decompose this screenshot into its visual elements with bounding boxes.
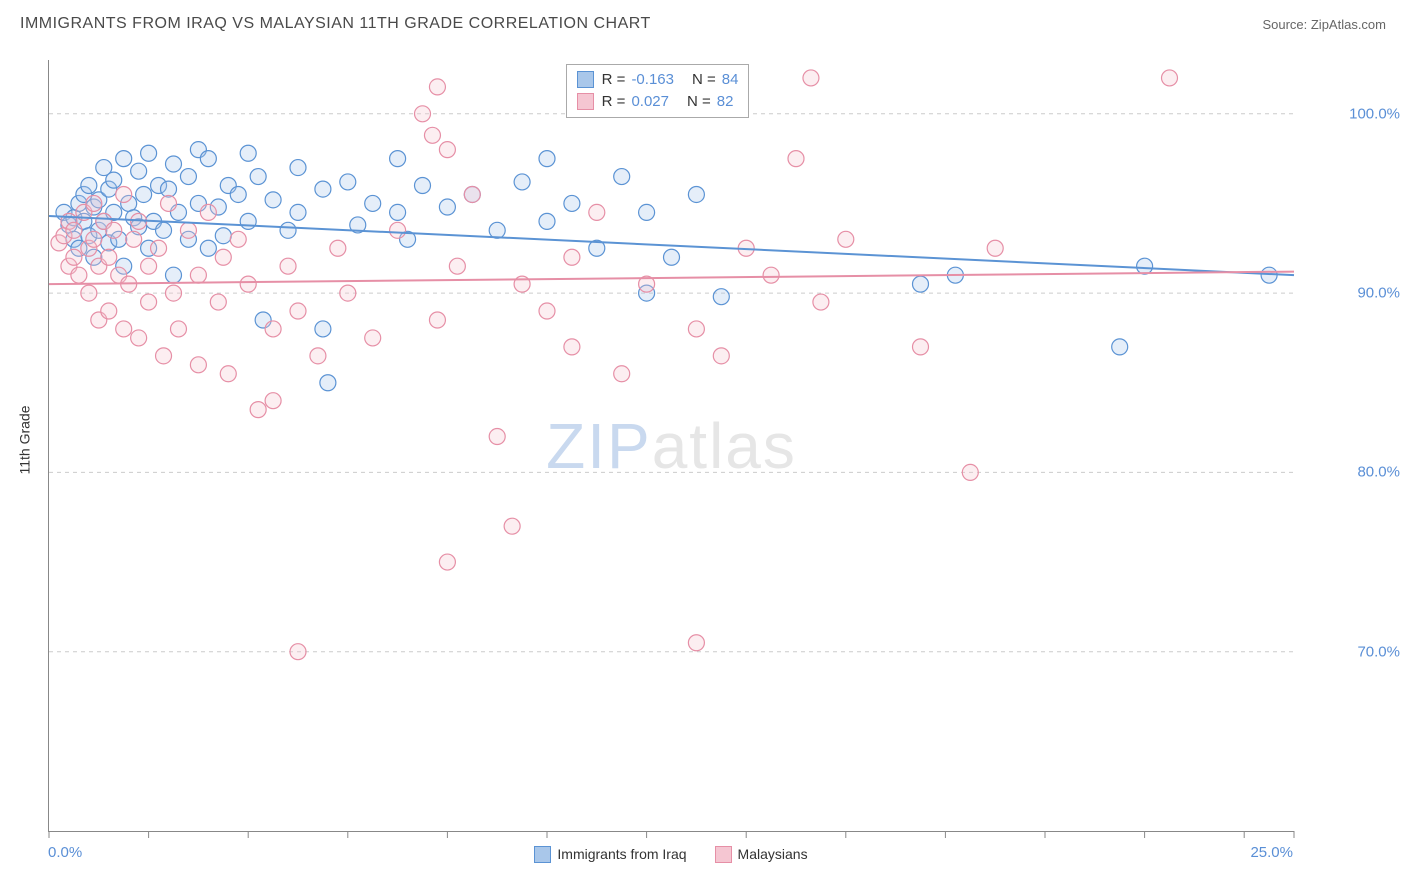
bottom-legend: Immigrants from Iraq Malaysians (48, 844, 1294, 864)
stats-swatch (577, 93, 594, 110)
legend-swatch (715, 846, 732, 863)
stats-legend-row: R =-0.163 N = 84 (577, 69, 739, 91)
stats-swatch (577, 71, 594, 88)
stats-n-value: 84 (722, 69, 739, 91)
stats-r-label: R = (602, 69, 626, 91)
stats-r-label: R = (602, 91, 626, 113)
plot-region: ZIPatlas R =-0.163N =84R =0.027N =82 (48, 60, 1294, 832)
y-tick-label: 70.0% (1357, 643, 1400, 660)
stats-n-label: N = (692, 69, 716, 91)
chart-area: 11th Grade ZIPatlas R =-0.163N =84R =0.0… (0, 48, 1406, 892)
stats-r-value: -0.163 (631, 69, 674, 91)
plot-svg (49, 60, 1294, 831)
stats-n-value: 82 (717, 91, 734, 113)
y-tick-label: 100.0% (1349, 105, 1400, 122)
legend-swatch (534, 846, 551, 863)
y-axis-tick-labels: 100.0% 90.0% 80.0% 70.0% (1300, 108, 1400, 832)
chart-title: IMMIGRANTS FROM IRAQ VS MALAYSIAN 11TH G… (20, 15, 651, 33)
source-prefix: Source: (1262, 17, 1310, 32)
legend-label: Immigrants from Iraq (557, 846, 686, 862)
legend-label: Malaysians (738, 846, 808, 862)
stats-legend: R =-0.163N =84R =0.027N =82 (566, 64, 750, 118)
y-tick-label: 90.0% (1357, 285, 1400, 302)
stats-n-label: N = (687, 91, 711, 113)
legend-item: Malaysians (715, 846, 808, 863)
legend-item: Immigrants from Iraq (534, 846, 686, 863)
y-tick-label: 80.0% (1357, 464, 1400, 481)
header: IMMIGRANTS FROM IRAQ VS MALAYSIAN 11TH G… (0, 0, 1406, 48)
y-axis-label-wrap: 11th Grade (12, 48, 36, 832)
stats-legend-row: R =0.027 N = 82 (577, 91, 739, 113)
source-attribution: Source: ZipAtlas.com (1262, 17, 1386, 32)
source-name: ZipAtlas.com (1311, 17, 1386, 32)
y-axis-label: 11th Grade (16, 405, 32, 474)
stats-r-value: 0.027 (631, 91, 669, 113)
